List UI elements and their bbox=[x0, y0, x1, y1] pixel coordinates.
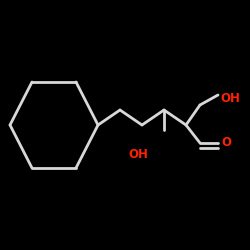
Text: OH: OH bbox=[128, 148, 148, 161]
Text: OH: OH bbox=[220, 92, 240, 105]
Text: O: O bbox=[221, 136, 231, 149]
